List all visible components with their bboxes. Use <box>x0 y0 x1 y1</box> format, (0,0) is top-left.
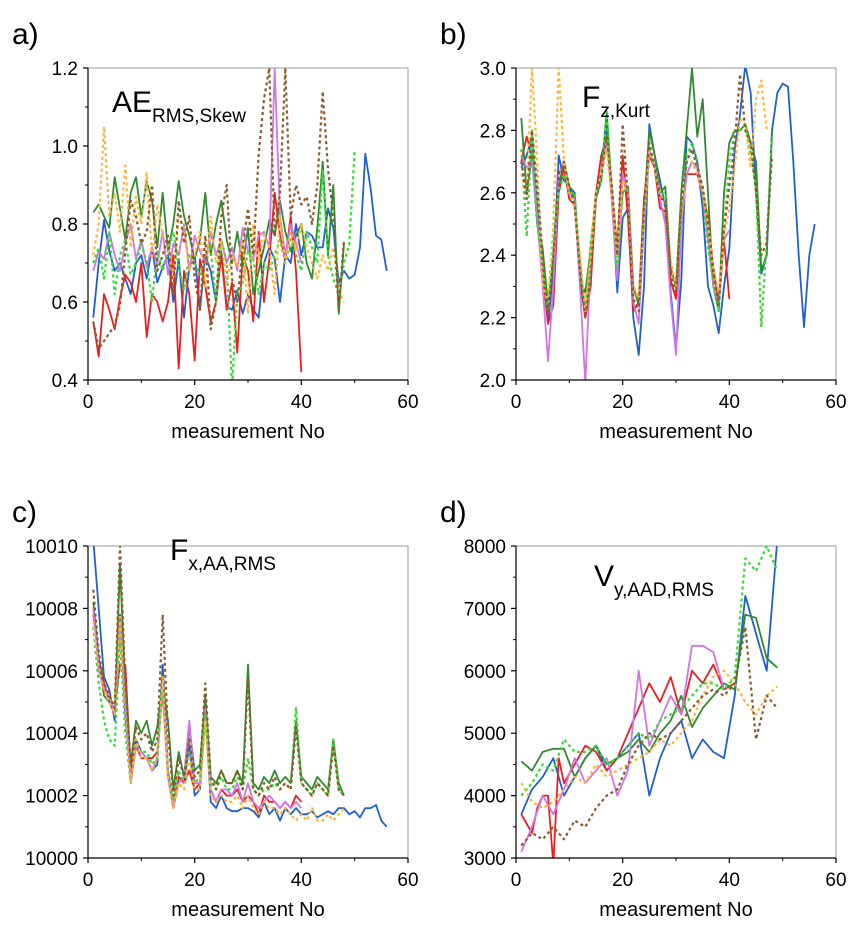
chart-title-subscript: RMS,Skew <box>152 106 246 127</box>
panel-label: b) <box>440 18 467 51</box>
x-axis-label: measurement No <box>599 421 752 443</box>
y-tick-label: 0.6 <box>52 293 78 314</box>
x-tick-label: 20 <box>612 870 633 891</box>
plot-frame <box>515 545 837 859</box>
x-tick-label: 60 <box>825 870 846 891</box>
series-line-orange <box>92 613 345 822</box>
x-tick-label: 40 <box>719 392 740 413</box>
chart-title-main: V <box>594 560 614 593</box>
series-group <box>520 546 779 858</box>
chart-panel-3: 0 20 40 60 10000 10002 10004 10006 10008 10010 mea… <box>12 496 419 921</box>
panel-label: d) <box>440 496 467 529</box>
x-axis-label: measurement No <box>171 899 324 921</box>
x-tick-label: 20 <box>184 392 205 413</box>
x-tick-label: 40 <box>291 870 312 891</box>
x-axis-label: measurement No <box>599 899 752 921</box>
series-line-blue <box>520 546 778 815</box>
y-tick-label: 10002 <box>25 787 78 808</box>
x-tick-label: 0 <box>511 870 522 891</box>
y-tick-label: 2.6 <box>480 184 506 205</box>
chart-title: Fz,Kurt <box>582 81 651 122</box>
y-tick-label: 2.2 <box>480 309 506 330</box>
y-tick-label: 10008 <box>25 599 78 620</box>
x-tick-label: 20 <box>184 870 205 891</box>
y-tick-label: 3.0 <box>480 59 506 80</box>
chart-panel-4: 0 20 40 60 3000 4000 5000 6000 7000 8000 measureme… <box>440 496 847 921</box>
chart-title: AERMS,Skew <box>112 86 246 127</box>
y-tick-label: 3000 <box>464 849 506 870</box>
x-tick-label: 0 <box>83 870 94 891</box>
chart-title-subscript: y,AAD,RMS <box>614 580 714 601</box>
series-line-brown <box>520 73 774 319</box>
y-tick-label: 10010 <box>25 537 78 558</box>
x-tick-label: 60 <box>397 870 418 891</box>
x-tick-label: 60 <box>397 392 418 413</box>
x-tick-label: 40 <box>291 392 312 413</box>
chart-panel-2: 0 20 40 60 2.0 2.2 2.4 2.6 2.8 3.0 measurement No b… <box>440 18 847 443</box>
series-line-red <box>92 191 303 373</box>
x-tick-label: 20 <box>612 392 633 413</box>
series-line-violet <box>520 135 731 380</box>
series-line-violet <box>520 644 725 853</box>
x-tick-label: 0 <box>83 392 94 413</box>
series-line-brown <box>520 625 779 847</box>
x-axis-label: measurement No <box>171 421 324 443</box>
series-line-lime <box>520 546 779 797</box>
y-tick-label: 2.0 <box>480 371 506 392</box>
series-group <box>92 546 388 828</box>
y-tick-label: 1.2 <box>52 59 78 80</box>
plot-frame <box>87 67 409 381</box>
chart-title-main: F <box>582 81 600 114</box>
series-line-lime <box>92 149 356 380</box>
panel-label: a) <box>12 18 39 51</box>
series-group <box>520 68 816 380</box>
chart-title-main: AE <box>112 86 152 119</box>
chart-title: Vy,AAD,RMS <box>594 560 714 601</box>
plot-frame <box>87 545 409 859</box>
chart-title-subscript: z,Kurt <box>600 101 650 122</box>
x-tick-label: 60 <box>825 392 846 413</box>
chart-title-subscript: x,AA,RMS <box>188 554 276 575</box>
series-line-darkgreen <box>92 160 345 315</box>
series-line-orange <box>92 125 346 315</box>
y-tick-label: 2.8 <box>480 121 506 142</box>
y-tick-label: 10000 <box>25 849 78 870</box>
y-tick-label: 2.4 <box>480 246 507 267</box>
panel-label: c) <box>12 496 37 529</box>
series-line-darkgreen <box>520 613 778 778</box>
x-tick-label: 0 <box>511 392 522 413</box>
y-tick-label: 10004 <box>25 724 78 745</box>
y-tick-label: 0.8 <box>52 215 78 236</box>
y-tick-label: 6000 <box>464 662 506 683</box>
y-tick-label: 5000 <box>464 724 506 745</box>
y-tick-label: 10006 <box>25 662 78 683</box>
series-line-red <box>520 663 736 858</box>
y-tick-label: 0.4 <box>52 371 79 392</box>
y-tick-label: 1.0 <box>52 137 78 158</box>
series-group <box>92 68 388 380</box>
y-tick-label: 8000 <box>464 537 506 558</box>
chart-title-main: F <box>170 534 188 567</box>
chart-title: Fx,AA,RMS <box>170 534 276 575</box>
x-tick-label: 40 <box>719 870 740 891</box>
y-tick-label: 4000 <box>464 787 506 808</box>
plot-frame <box>515 67 837 381</box>
y-tick-label: 7000 <box>464 599 506 620</box>
chart-panel-1: 0 20 40 60 0.4 0.6 0.8 1.0 1.2 measurement No a) AE… <box>12 18 419 443</box>
